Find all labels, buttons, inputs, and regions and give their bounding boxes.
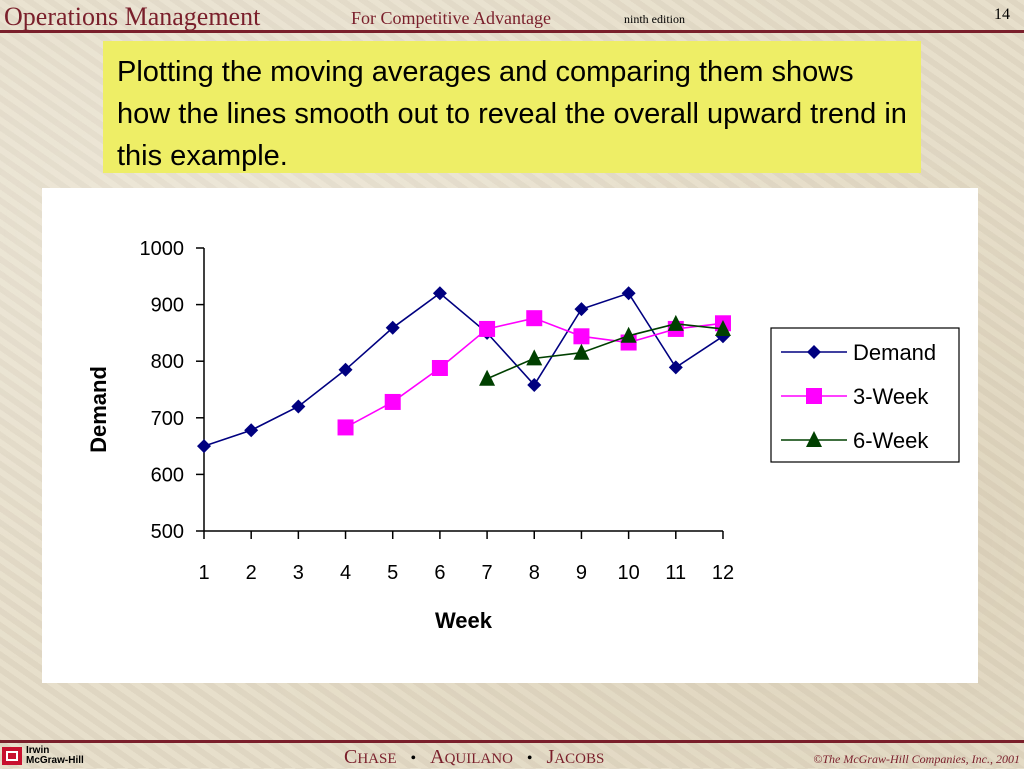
y-tick-label: 900 — [151, 295, 184, 317]
x-tick-label: 10 — [617, 562, 639, 584]
footer-rule — [0, 740, 1024, 743]
legend-label-6-week: 6-Week — [853, 428, 929, 453]
x-tick-label: 7 — [482, 562, 493, 584]
legend-label-demand: Demand — [853, 340, 936, 365]
data-point-demand — [244, 423, 259, 438]
x-tick-label: 6 — [434, 562, 445, 584]
x-tick-label: 8 — [529, 562, 540, 584]
series-line-3-week — [345, 317, 724, 429]
x-tick-label: 3 — [293, 562, 304, 584]
data-point-6-week — [479, 369, 496, 386]
data-point-3-week — [526, 310, 543, 327]
course-title: Operations Management — [4, 2, 261, 31]
data-point-demand — [338, 362, 353, 377]
y-tick-label: 600 — [151, 464, 184, 486]
x-axis-title: Week — [435, 608, 493, 633]
data-point-3-week — [384, 393, 401, 410]
copyright-notice: ©The McGraw-Hill Companies, Inc., 2001 — [813, 752, 1020, 766]
course-subtitle: For Competitive Advantage — [351, 8, 551, 28]
x-tick-label: 5 — [387, 562, 398, 584]
data-point-6-week — [714, 319, 731, 336]
data-point-3-week — [337, 419, 354, 436]
callout-text: Plotting the moving averages and compari… — [117, 56, 907, 172]
x-tick-label: 11 — [665, 562, 686, 584]
data-point-demand — [432, 286, 447, 301]
legend-marker-demand — [807, 345, 821, 359]
series-line-6-week — [486, 323, 724, 380]
data-point-3-week — [573, 328, 590, 345]
logo-line2: McGraw-Hill — [26, 755, 84, 766]
x-tick-label: 2 — [246, 562, 257, 584]
legend-label-3-week: 3-Week — [853, 384, 929, 409]
logo-mark-icon — [2, 747, 22, 765]
data-point-6-week — [573, 343, 590, 360]
data-point-demand — [668, 360, 683, 375]
data-point-6-week — [620, 326, 637, 343]
legend-marker-6-week — [806, 431, 822, 447]
y-tick-label: 1000 — [140, 238, 185, 260]
slide-header: Operations Management For Competitive Ad… — [0, 0, 1024, 34]
y-tick-label: 800 — [151, 351, 184, 373]
x-tick-label: 9 — [576, 562, 587, 584]
data-point-demand — [385, 320, 400, 335]
data-point-demand — [574, 302, 589, 317]
legend-marker-3-week — [806, 388, 822, 404]
data-point-6-week — [667, 314, 684, 331]
x-tick-label: 12 — [712, 562, 734, 584]
chart-panel: 500 600 700 800 900 1000 1 2 3 4 5 6 7 8 9 10 11 12 Week De… — [42, 188, 978, 683]
data-point-6-week — [526, 349, 543, 366]
x-tick-label: 1 — [198, 562, 209, 584]
page-number: 14 — [994, 6, 1010, 23]
x-tick-label: 4 — [340, 562, 351, 584]
y-tick-label: 700 — [151, 408, 184, 430]
publisher-logo: Irwin McGraw-Hill — [2, 745, 98, 766]
y-axis-title: Demand — [86, 366, 111, 453]
author-names: CHASE • AQUILANO • JACOBS — [344, 746, 605, 768]
callout-box: Plotting the moving averages and compari… — [103, 41, 921, 173]
data-point-demand — [527, 377, 542, 392]
series-line-demand — [203, 292, 724, 447]
data-point-demand — [291, 399, 306, 414]
y-tick-label: 500 — [151, 521, 184, 543]
data-point-3-week — [479, 320, 496, 337]
data-point-demand — [197, 439, 211, 454]
data-point-demand — [621, 286, 636, 301]
header-rule — [0, 30, 1024, 33]
edition-label: ninth edition — [624, 12, 685, 26]
data-point-3-week — [431, 359, 448, 376]
logo-line1: Irwin — [26, 745, 50, 756]
